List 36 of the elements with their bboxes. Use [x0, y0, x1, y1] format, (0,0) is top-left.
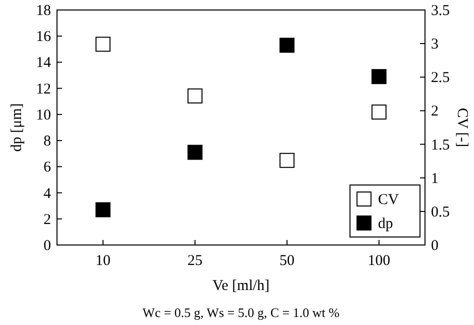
y-tick-label: 14 — [36, 55, 52, 72]
y2-axis-title: CV [-] — [454, 108, 470, 148]
x-tick-label: 100 — [368, 253, 390, 269]
y2-tick-label: 2.5 — [431, 70, 450, 86]
point — [96, 202, 110, 218]
point — [372, 104, 386, 120]
point — [280, 152, 294, 168]
point — [280, 38, 294, 53]
y2-tick-label: 3.5 — [431, 3, 450, 19]
y2-tick-label: 1 — [431, 170, 438, 187]
y-tick-label: 6 — [44, 160, 52, 176]
legend-label: dp — [378, 216, 393, 232]
y2-tick-label: 1.5 — [431, 137, 450, 154]
y-tick-label: 10 — [36, 107, 51, 124]
y2-tick-label: 3 — [431, 36, 438, 53]
y2-tick-label: 0 — [431, 238, 438, 254]
y-tick-label: 18 — [36, 3, 51, 19]
x-axis-title: Ve [ml/h] — [212, 278, 270, 294]
text: Wc = 0.5 g, Ws = 5.0 g, C = 1.0 wt % — [142, 305, 340, 320]
y-tick-label: 16 — [36, 29, 52, 46]
y2-tick-label: 2 — [431, 104, 438, 120]
point — [188, 144, 202, 160]
point — [188, 88, 202, 104]
y-tick-label: 0 — [44, 238, 51, 254]
y-tick-label: 8 — [44, 134, 51, 150]
y2-tick-label: 0.5 — [431, 204, 450, 220]
y-axis-title: dp [μm] — [9, 103, 25, 152]
y-tick-label: 12 — [36, 81, 51, 98]
y-tick-label: 2 — [44, 212, 51, 228]
point — [372, 69, 386, 84]
x-tick-label: 25 — [188, 253, 202, 269]
legend-label: CV — [378, 192, 400, 208]
x-tick-label: 50 — [280, 253, 294, 269]
point — [96, 36, 110, 52]
x-tick-label: 10 — [96, 253, 110, 269]
y-tick-label: 4 — [44, 186, 52, 202]
